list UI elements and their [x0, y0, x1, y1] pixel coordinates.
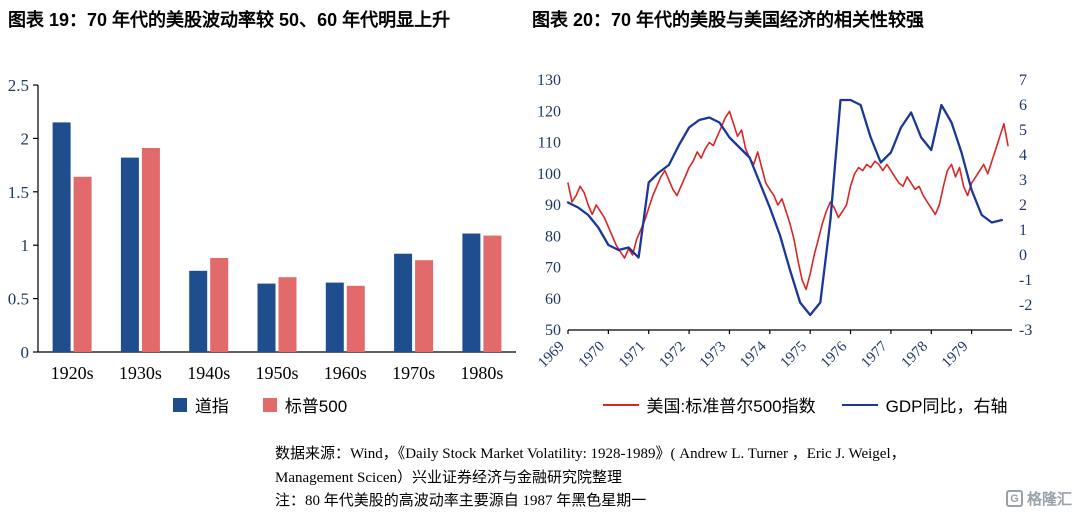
- svg-text:1973: 1973: [697, 339, 730, 372]
- svg-text:1.5: 1.5: [8, 183, 29, 202]
- svg-text:70: 70: [545, 260, 561, 277]
- svg-text:5: 5: [1019, 122, 1027, 139]
- legend-item-sp500: 标普500: [262, 392, 348, 417]
- bar-chart-legend: 道指 标普500: [30, 392, 490, 417]
- dow-legend-label: 道指: [194, 397, 229, 416]
- svg-text:3: 3: [1019, 172, 1027, 189]
- svg-text:1974: 1974: [737, 338, 770, 371]
- legend-item-dow: 道指: [172, 392, 229, 417]
- svg-text:7: 7: [1019, 72, 1027, 89]
- bar-chart: 0 0.5 1 1.5 2 2.5 1920s 1930s 1940s 1950s 1960s 197…: [8, 76, 516, 383]
- source-note: 数据来源：Wind，《Daily Stock Market Volatility…: [275, 443, 906, 514]
- svg-text:1940s: 1940s: [187, 363, 230, 383]
- svg-text:1960s: 1960s: [324, 363, 367, 383]
- chart-title-20: 图表 20：70 年代的美股与美国经济的相关性较强: [532, 10, 925, 30]
- sp500-legend-swatch: [262, 397, 277, 412]
- svg-text:1: 1: [21, 236, 30, 255]
- svg-text:0: 0: [1019, 247, 1027, 264]
- sp500-legend-label: 标普500: [284, 397, 348, 416]
- gelonghui-logo: G 格隆汇: [1005, 488, 1072, 509]
- svg-text:120: 120: [537, 103, 561, 120]
- legend-item-sp500-index: 美国:标准普尔500指数: [602, 392, 816, 417]
- svg-text:0.5: 0.5: [8, 290, 29, 309]
- svg-text:1972: 1972: [656, 339, 689, 372]
- svg-text:1970s: 1970s: [392, 363, 435, 383]
- svg-text:1971: 1971: [616, 339, 649, 372]
- svg-text:1920s: 1920s: [51, 363, 94, 383]
- svg-text:1969: 1969: [535, 339, 568, 372]
- gelonghui-logo-icon: G: [1005, 490, 1023, 507]
- svg-text:1976: 1976: [818, 338, 851, 371]
- svg-text:100: 100: [537, 166, 561, 183]
- sp500-line-swatch: [602, 403, 639, 406]
- svg-text:-2: -2: [1019, 297, 1032, 314]
- chart-title-19: 图表 19：70 年代的美股波动率较 50、60 年代明显上升: [8, 10, 451, 30]
- svg-text:50: 50: [545, 322, 561, 339]
- source-line-1: 数据来源：Wind，《Daily Stock Market Volatility…: [275, 446, 906, 462]
- gelonghui-logo-text: 格隆汇: [1026, 491, 1072, 508]
- sp500-line-label: 美国:标准普尔500指数: [646, 397, 816, 416]
- svg-text:1: 1: [1019, 222, 1027, 239]
- gdp-line-label: GDP同比，右轴: [885, 397, 1008, 416]
- svg-text:1980s: 1980s: [460, 363, 503, 383]
- svg-text:60: 60: [545, 291, 561, 308]
- svg-text:80: 80: [545, 228, 561, 245]
- svg-text:0: 0: [21, 343, 30, 362]
- svg-text:1979: 1979: [939, 339, 972, 372]
- svg-text:1950s: 1950s: [255, 363, 298, 383]
- svg-text:-1: -1: [1019, 272, 1032, 289]
- dow-legend-swatch: [172, 397, 187, 412]
- svg-text:90: 90: [545, 197, 561, 214]
- source-line-2: Management Scicen）兴业证券经济与金融研究院整理: [275, 469, 623, 486]
- gdp-line-swatch: [841, 403, 878, 406]
- svg-text:1930s: 1930s: [119, 363, 162, 383]
- svg-text:1975: 1975: [777, 339, 810, 372]
- svg-text:130: 130: [537, 72, 561, 89]
- svg-text:4: 4: [1019, 147, 1027, 164]
- svg-text:2: 2: [1019, 197, 1027, 214]
- line-chart: 130 120 110 100 90 80 70 60 50 7 6 5 4 3 2 1 0 -1 -2 -3 1969…: [535, 72, 1032, 372]
- svg-text:110: 110: [538, 135, 561, 152]
- svg-text:1977: 1977: [858, 338, 891, 371]
- svg-text:1978: 1978: [899, 339, 932, 372]
- svg-text:2: 2: [21, 129, 30, 148]
- line-chart-legend: 美国:标准普尔500指数 GDP同比，右轴: [540, 392, 1070, 417]
- source-line-3: 注：80 年代美股的高波动率主要源自 1987 年黑色星期一: [275, 493, 647, 509]
- svg-text:1970: 1970: [576, 339, 609, 372]
- legend-item-gdp: GDP同比，右轴: [841, 392, 1008, 417]
- svg-text:-3: -3: [1019, 322, 1032, 339]
- svg-text:2.5: 2.5: [8, 76, 29, 95]
- svg-text:6: 6: [1019, 97, 1027, 114]
